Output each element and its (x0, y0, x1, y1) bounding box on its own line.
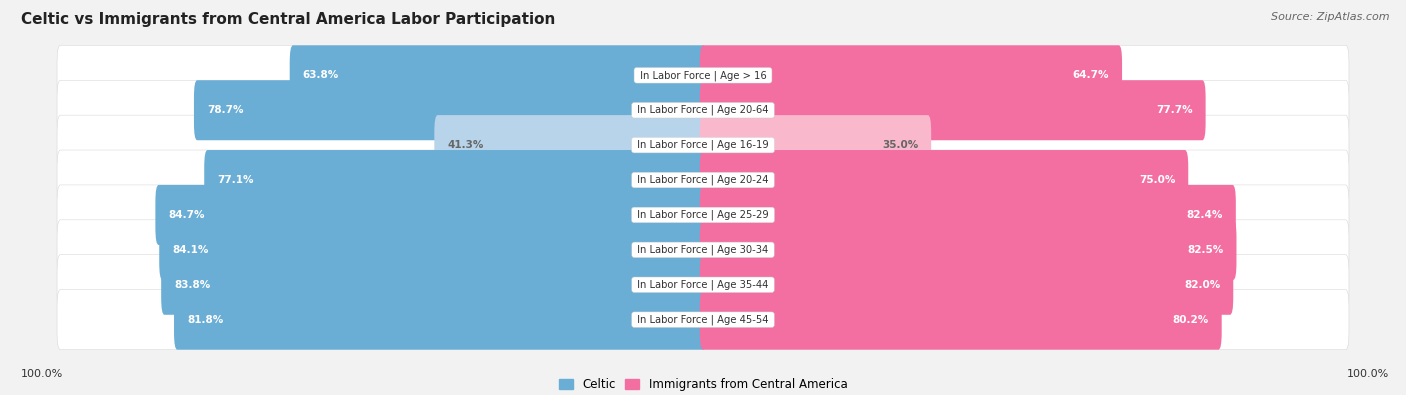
FancyBboxPatch shape (156, 185, 706, 245)
FancyBboxPatch shape (174, 290, 706, 350)
Text: 100.0%: 100.0% (21, 369, 63, 379)
FancyBboxPatch shape (700, 45, 1122, 105)
Text: 100.0%: 100.0% (1347, 369, 1389, 379)
Text: 35.0%: 35.0% (882, 140, 918, 150)
Text: 75.0%: 75.0% (1139, 175, 1175, 185)
FancyBboxPatch shape (700, 185, 1236, 245)
Text: In Labor Force | Age > 16: In Labor Force | Age > 16 (637, 70, 769, 81)
Text: 83.8%: 83.8% (174, 280, 211, 290)
FancyBboxPatch shape (434, 115, 706, 175)
FancyBboxPatch shape (58, 45, 1348, 105)
Text: 78.7%: 78.7% (207, 105, 243, 115)
FancyBboxPatch shape (58, 115, 1348, 175)
FancyBboxPatch shape (194, 80, 706, 140)
FancyBboxPatch shape (58, 290, 1348, 350)
FancyBboxPatch shape (700, 290, 1222, 350)
FancyBboxPatch shape (58, 185, 1348, 245)
Text: 82.4%: 82.4% (1187, 210, 1223, 220)
FancyBboxPatch shape (58, 220, 1348, 280)
FancyBboxPatch shape (700, 115, 931, 175)
FancyBboxPatch shape (700, 80, 1205, 140)
FancyBboxPatch shape (204, 150, 706, 210)
Text: In Labor Force | Age 16-19: In Labor Force | Age 16-19 (634, 140, 772, 150)
Text: 77.1%: 77.1% (217, 175, 253, 185)
Text: 63.8%: 63.8% (302, 70, 339, 80)
Text: 82.0%: 82.0% (1184, 280, 1220, 290)
Text: 64.7%: 64.7% (1073, 70, 1109, 80)
Text: In Labor Force | Age 20-64: In Labor Force | Age 20-64 (634, 105, 772, 115)
Text: In Labor Force | Age 25-29: In Labor Force | Age 25-29 (634, 210, 772, 220)
Text: 41.3%: 41.3% (447, 140, 484, 150)
Text: In Labor Force | Age 30-34: In Labor Force | Age 30-34 (634, 245, 772, 255)
Text: In Labor Force | Age 35-44: In Labor Force | Age 35-44 (634, 280, 772, 290)
Text: 81.8%: 81.8% (187, 315, 224, 325)
Text: 80.2%: 80.2% (1173, 315, 1209, 325)
FancyBboxPatch shape (700, 150, 1188, 210)
Text: 84.7%: 84.7% (169, 210, 205, 220)
Text: In Labor Force | Age 20-24: In Labor Force | Age 20-24 (634, 175, 772, 185)
FancyBboxPatch shape (159, 220, 706, 280)
FancyBboxPatch shape (58, 255, 1348, 315)
Text: Source: ZipAtlas.com: Source: ZipAtlas.com (1271, 12, 1389, 22)
FancyBboxPatch shape (58, 80, 1348, 140)
FancyBboxPatch shape (290, 45, 706, 105)
Text: In Labor Force | Age 45-54: In Labor Force | Age 45-54 (634, 314, 772, 325)
Text: Celtic vs Immigrants from Central America Labor Participation: Celtic vs Immigrants from Central Americ… (21, 12, 555, 27)
Text: 77.7%: 77.7% (1156, 105, 1192, 115)
FancyBboxPatch shape (58, 150, 1348, 210)
FancyBboxPatch shape (700, 255, 1233, 315)
FancyBboxPatch shape (162, 255, 706, 315)
FancyBboxPatch shape (700, 220, 1236, 280)
Legend: Celtic, Immigrants from Central America: Celtic, Immigrants from Central America (554, 373, 852, 395)
Text: 84.1%: 84.1% (172, 245, 208, 255)
Text: 82.5%: 82.5% (1188, 245, 1223, 255)
